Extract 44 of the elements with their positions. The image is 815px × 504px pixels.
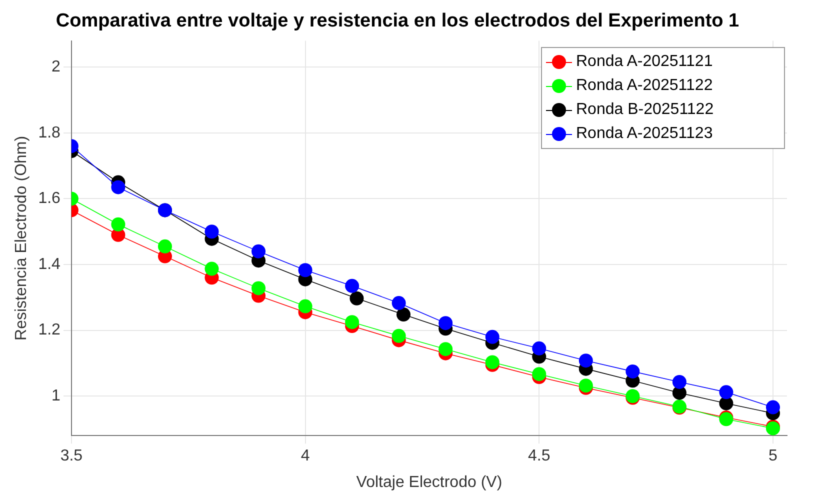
point [485, 355, 500, 370]
y-tick-label: 1.8 [38, 124, 61, 142]
point [252, 244, 266, 258]
point [438, 342, 453, 356]
point [766, 400, 780, 414]
point [204, 262, 219, 276]
x-tick-label: 5 [768, 448, 778, 465]
point [158, 239, 172, 254]
point [438, 316, 453, 330]
x-tick-label: 3.5 [60, 448, 83, 465]
x-axis-title: Voltaje Electrodo (V) [356, 474, 502, 491]
point [672, 374, 686, 389]
point [111, 217, 126, 232]
point [719, 385, 734, 400]
y-tick-label: 1 [52, 388, 61, 405]
point [392, 328, 406, 343]
y-tick-label: 1.4 [38, 256, 61, 273]
y-axis-title: Resistencia Electrodo (Ohm) [13, 136, 30, 340]
point [719, 396, 734, 410]
point [298, 263, 312, 278]
point [485, 330, 500, 344]
y-tick-label: 1.2 [38, 322, 61, 339]
point [626, 364, 640, 378]
point [578, 354, 593, 368]
point [392, 296, 406, 310]
point [532, 341, 546, 356]
x-tick-label: 4.5 [528, 448, 550, 465]
point [298, 299, 312, 314]
point [204, 224, 219, 239]
y-tick-label: 2 [52, 58, 61, 76]
point [252, 281, 266, 296]
point [111, 180, 126, 194]
point [345, 278, 360, 293]
legend-label: Ronda B-20251122 [576, 100, 714, 119]
chart-title: Comparativa entre voltaje y resistencia en los electrodos del Experimento 1 [56, 10, 740, 32]
point [532, 367, 546, 382]
legend-label: Ronda A-20251123 [576, 124, 713, 143]
legend-label: Ronda A-20251122 [576, 76, 713, 95]
point [350, 291, 364, 306]
point [345, 315, 360, 330]
legend-label: Ronda A-20251121 [576, 52, 713, 71]
x-tick-label: 4 [300, 448, 310, 465]
y-tick-label: 1.6 [38, 190, 61, 208]
point [396, 308, 410, 322]
